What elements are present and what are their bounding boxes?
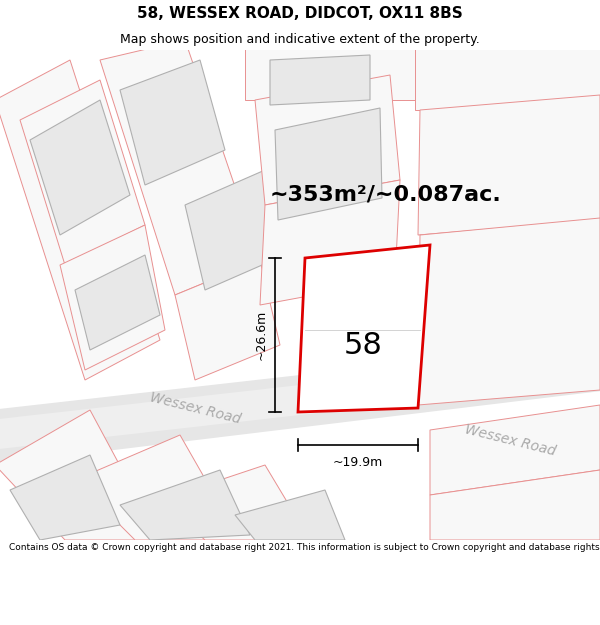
Polygon shape [415,45,600,110]
Polygon shape [20,80,145,265]
Polygon shape [458,205,585,365]
Polygon shape [418,218,600,405]
Polygon shape [75,255,160,350]
Polygon shape [428,55,565,180]
Polygon shape [160,465,310,540]
Polygon shape [175,260,280,380]
Polygon shape [0,410,160,540]
Polygon shape [275,108,382,220]
Text: 58: 58 [343,331,382,360]
Polygon shape [120,60,225,185]
Text: Map shows position and indicative extent of the property.: Map shows position and indicative extent… [120,32,480,46]
Polygon shape [270,55,370,105]
Polygon shape [0,60,160,380]
Text: Wessex Road: Wessex Road [148,390,242,426]
Polygon shape [75,435,240,540]
Polygon shape [245,45,420,100]
Polygon shape [120,470,250,540]
Polygon shape [185,170,285,290]
Text: ~353m²/~0.087ac.: ~353m²/~0.087ac. [269,185,501,205]
Polygon shape [0,340,600,465]
Polygon shape [10,455,120,540]
Text: ~26.6m: ~26.6m [254,310,268,360]
Text: ~19.9m: ~19.9m [333,456,383,469]
Polygon shape [430,405,600,495]
Text: 58, WESSEX ROAD, DIDCOT, OX11 8BS: 58, WESSEX ROAD, DIDCOT, OX11 8BS [137,6,463,21]
Polygon shape [0,350,600,450]
Polygon shape [100,40,260,295]
Text: Contains OS data © Crown copyright and database right 2021. This information is : Contains OS data © Crown copyright and d… [9,542,600,551]
Polygon shape [418,95,600,235]
Polygon shape [60,225,165,370]
Polygon shape [30,100,130,235]
Polygon shape [260,180,400,305]
Polygon shape [298,245,430,412]
Polygon shape [235,490,345,540]
Polygon shape [430,470,600,540]
Text: Wessex Road: Wessex Road [463,422,557,458]
Polygon shape [255,75,400,205]
